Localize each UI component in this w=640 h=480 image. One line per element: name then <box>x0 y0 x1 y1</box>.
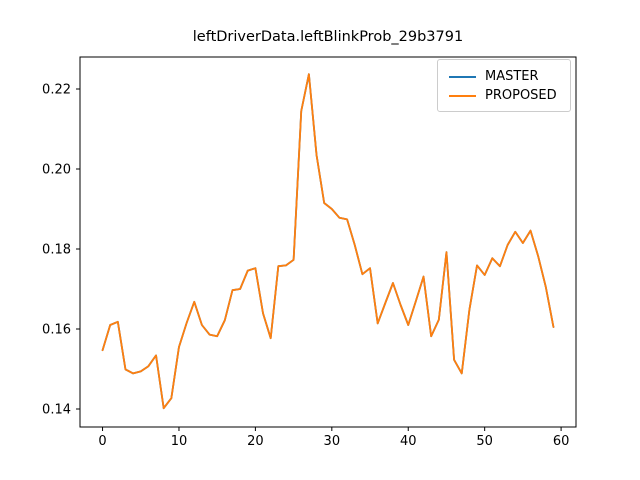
x-tick-label: 0 <box>98 434 106 449</box>
legend-line-swatch-proposed <box>449 94 476 97</box>
legend-label: MASTER <box>485 69 539 84</box>
chart-title: leftDriverData.leftBlinkProb_29b3791 <box>192 29 464 45</box>
x-tick-label: 10 <box>171 434 188 449</box>
axes-spines <box>79 56 577 428</box>
x-tick-label: 20 <box>247 434 264 449</box>
legend-item-proposed: PROPOSED <box>449 87 561 105</box>
x-tick-label: 30 <box>324 434 341 449</box>
legend-label: PROPOSED <box>485 88 557 103</box>
legend-box: MASTER PROPOSED <box>437 59 571 112</box>
series-line-proposed <box>101 73 555 410</box>
x-tick-label: 50 <box>476 434 493 449</box>
x-tick-label: 60 <box>553 434 570 449</box>
y-tick-label: 0.22 <box>42 83 71 98</box>
y-tick-label: 0.16 <box>42 323 71 338</box>
x-tick-label: 40 <box>400 434 417 449</box>
series-line-master <box>101 73 555 410</box>
legend-line-swatch-master <box>449 75 476 78</box>
y-tick-label: 0.14 <box>42 403 71 418</box>
y-tick-label: 0.20 <box>42 163 71 178</box>
y-tick-label: 0.18 <box>42 243 71 258</box>
legend-item-master: MASTER <box>449 68 561 86</box>
